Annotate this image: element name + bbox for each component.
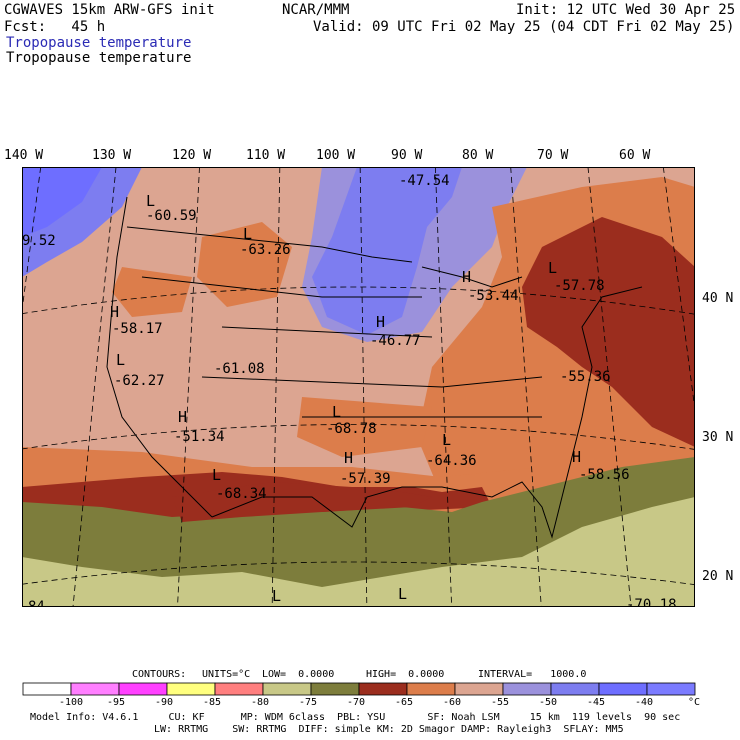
lon-label-80w: 80 W <box>462 148 494 163</box>
model-title: CGWAVES 15km ARW-GFS init <box>4 2 215 18</box>
map-label-letter: H <box>462 268 471 286</box>
colorbar-swatch <box>118 682 168 696</box>
map-label-letter: L <box>548 259 557 277</box>
map-label-value: 9.52 <box>22 233 56 249</box>
map-label-value: 84 <box>28 599 45 607</box>
field-darkred-gulf <box>172 482 432 522</box>
colorbar-swatch <box>550 682 600 696</box>
map-label-value: -57.78 <box>554 278 605 294</box>
colorbar-swatch <box>406 682 456 696</box>
colorbar-swatch <box>22 682 72 696</box>
map-label-letter: H <box>572 448 581 466</box>
lon-label-140w: 140 W <box>4 148 44 163</box>
coastlines <box>106 196 643 539</box>
colorbar-tick-label: -95 <box>107 697 126 708</box>
map-label-value: -63.26 <box>240 242 291 258</box>
map-label-value: -61.08 <box>214 361 265 377</box>
map-label-letter: L <box>243 225 252 243</box>
map-label-letter: H <box>344 449 353 467</box>
init-time: Init: 12 UTC Wed 30 Apr 25 <box>516 2 736 18</box>
lat-label-20n: 20 N <box>702 569 734 584</box>
lon-label-130w: 130 W <box>92 148 132 163</box>
interval-label: INTERVAL= 1000.0 <box>478 669 587 680</box>
map-label-letter: H <box>110 303 119 321</box>
low-label: LOW= 0.0000 <box>262 669 335 680</box>
map-label-letter: L <box>398 585 407 603</box>
high-label: HIGH= 0.0000 <box>366 669 445 680</box>
colorbar-swatch <box>310 682 360 696</box>
map-label-value: -64.36 <box>426 453 477 469</box>
colorbar-tick-label: -75 <box>299 697 318 708</box>
colorbar-swatch <box>166 682 216 696</box>
map-label-value: -51.34 <box>174 429 225 445</box>
colorbar-tick-label: -50 <box>539 697 558 708</box>
lat-label-30n: 30 N <box>702 430 734 445</box>
map-frame <box>22 167 695 607</box>
map-label-letter: L <box>146 192 155 210</box>
map-label-value: -57.39 <box>340 471 391 487</box>
lon-label-100w: 100 W <box>316 148 356 163</box>
field-khaki-south <box>22 497 695 607</box>
colorbar-tick-label: °C <box>688 697 701 708</box>
colorbar-tick-label: -100 <box>59 697 84 708</box>
colorbar-tick-label: -80 <box>251 697 270 708</box>
lon-label-120w: 120 W <box>172 148 212 163</box>
map-label-value: -62.27 <box>114 373 165 389</box>
colorbar-swatch <box>214 682 264 696</box>
field-blue-north-core <box>312 167 462 335</box>
map-label-letter: L <box>272 587 281 605</box>
colorbar-tick-label: -65 <box>395 697 414 708</box>
physics-info: LW: RRTMG SW: RRTMG DIFF: simple KM: 2D … <box>154 724 624 735</box>
map-label-value: -58.17 <box>112 321 163 337</box>
organization: NCAR/MMM <box>282 2 350 18</box>
map-label-value: -60.59 <box>146 208 197 224</box>
map-label-letter: H <box>376 313 385 331</box>
colorbar-tick-label: -55 <box>491 697 510 708</box>
valid-time: Valid: 09 UTC Fri 02 May 25 (04 CDT Fri … <box>313 19 735 35</box>
map-label-value: -58.56 <box>579 467 630 483</box>
colorbar-swatch <box>262 682 312 696</box>
colorbar-tick-label: -85 <box>203 697 222 708</box>
colorbar-swatch <box>454 682 504 696</box>
field-name-blue: Tropopause temperature <box>6 35 192 51</box>
lat-label-40n: 40 N <box>702 291 734 306</box>
lon-label-70w: 70 W <box>537 148 569 163</box>
lon-label-110w: 110 W <box>246 148 286 163</box>
field-blue-northwest-core <box>22 167 102 237</box>
forecast-hour: Fcst: 45 h <box>4 19 106 35</box>
colorbar-tick-label: -40 <box>635 697 654 708</box>
colorbar <box>22 682 696 696</box>
field-darkred-northeast <box>522 217 695 447</box>
units-label: UNITS=°C <box>202 669 251 680</box>
colorbar-swatch <box>598 682 648 696</box>
map-label-value: -55.36 <box>560 369 611 385</box>
colorbar-swatch <box>646 682 696 696</box>
colorbar-swatch <box>70 682 120 696</box>
lon-label-60w: 60 W <box>619 148 651 163</box>
lon-label-90w: 90 W <box>391 148 423 163</box>
field-orange-oregon <box>112 267 192 317</box>
field-name: Tropopause temperature <box>6 50 192 66</box>
colorbar-tick-label: -45 <box>587 697 606 708</box>
colorbar-swatch <box>502 682 552 696</box>
lat-lon-grid <box>22 167 695 607</box>
colorbar-swatch <box>358 682 408 696</box>
colorbar-tick-label: -60 <box>443 697 462 708</box>
map-label-letter: L <box>442 431 451 449</box>
tropopause-temperature-map: L -60.59 L -63.26 -47.54 9.52 H -58.17 L… <box>22 167 695 607</box>
colorbar-tick-label: -90 <box>155 697 174 708</box>
map-label-value: -46.77 <box>370 333 421 349</box>
colorbar-tick-label: -70 <box>347 697 366 708</box>
model-info: Model Info: V4.6.1 CU: KF MP: WDM 6class… <box>30 712 681 723</box>
map-label-value: -70.18 <box>626 597 677 607</box>
map-label-letter: L <box>212 466 221 484</box>
map-label-value: -68.34 <box>216 486 267 502</box>
map-label-value: -47.54 <box>399 173 450 189</box>
map-label-value: -53.44 <box>468 288 519 304</box>
map-label-letter: H <box>178 408 187 426</box>
contours-label: CONTOURS: <box>132 669 187 680</box>
map-label-letter: L <box>116 351 125 369</box>
map-label-letter: L <box>332 403 341 421</box>
map-label-value: -68.78 <box>326 421 377 437</box>
